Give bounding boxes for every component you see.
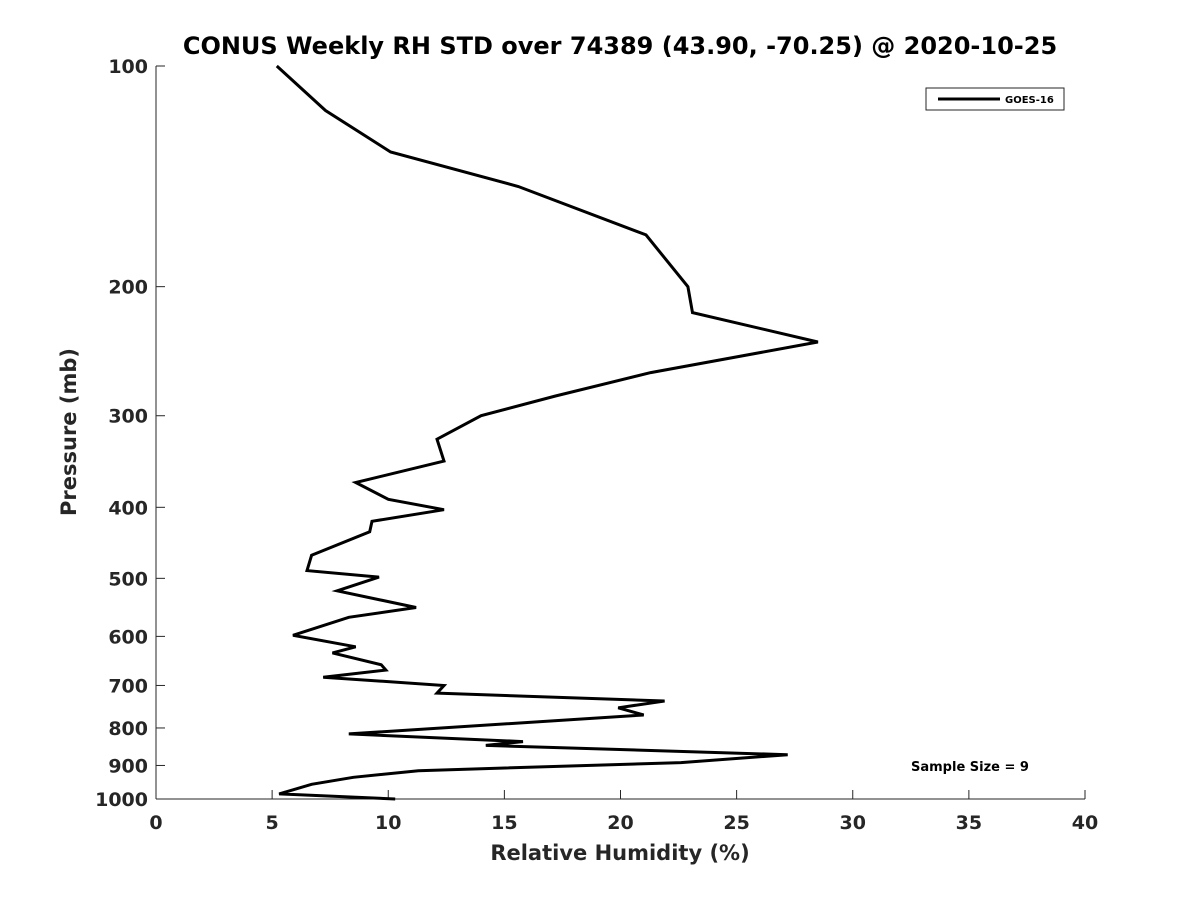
series-line-goes-16: [275, 64, 819, 801]
x-tick-label: 20: [607, 812, 633, 834]
legend: GOES-16: [925, 87, 1065, 111]
y-tick-label: 400: [108, 497, 148, 519]
x-tick-label: 5: [266, 812, 279, 834]
sample-size-annotation: Sample Size = 9: [911, 760, 1029, 775]
y-tick-label: 700: [108, 675, 148, 697]
x-axis-label: Relative Humidity (%): [490, 841, 749, 865]
x-axis: 0 5 10 15 20 25 30 35 40: [149, 790, 1098, 834]
x-tick-label: 35: [956, 812, 982, 834]
y-axis: 100 200 300 400 500 600 700 800 900 1000: [95, 56, 165, 811]
x-tick-label: 25: [723, 812, 749, 834]
x-tick-label: 30: [840, 812, 866, 834]
y-tick-label: 600: [108, 626, 148, 648]
axes-background: [156, 66, 1085, 799]
y-tick-label: 500: [108, 568, 148, 590]
plot-area: [156, 66, 1085, 799]
y-tick-label: 900: [108, 755, 148, 777]
legend-series-label: GOES-16: [1005, 95, 1054, 106]
y-tick-label: 800: [108, 718, 148, 740]
chart-title: CONUS Weekly RH STD over 74389 (43.90, -…: [183, 32, 1057, 60]
y-tick-label: 100: [108, 56, 148, 78]
y-tick-label: 300: [108, 406, 148, 428]
y-tick-label: 1000: [95, 789, 148, 811]
x-tick-label: 40: [1072, 812, 1098, 834]
x-tick-label: 10: [375, 812, 401, 834]
y-tick-label: 200: [108, 277, 148, 299]
y-axis-label: Pressure (mb): [57, 348, 81, 516]
x-tick-label: 0: [149, 812, 162, 834]
x-tick-label: 15: [491, 812, 517, 834]
series-layer: [275, 64, 819, 801]
